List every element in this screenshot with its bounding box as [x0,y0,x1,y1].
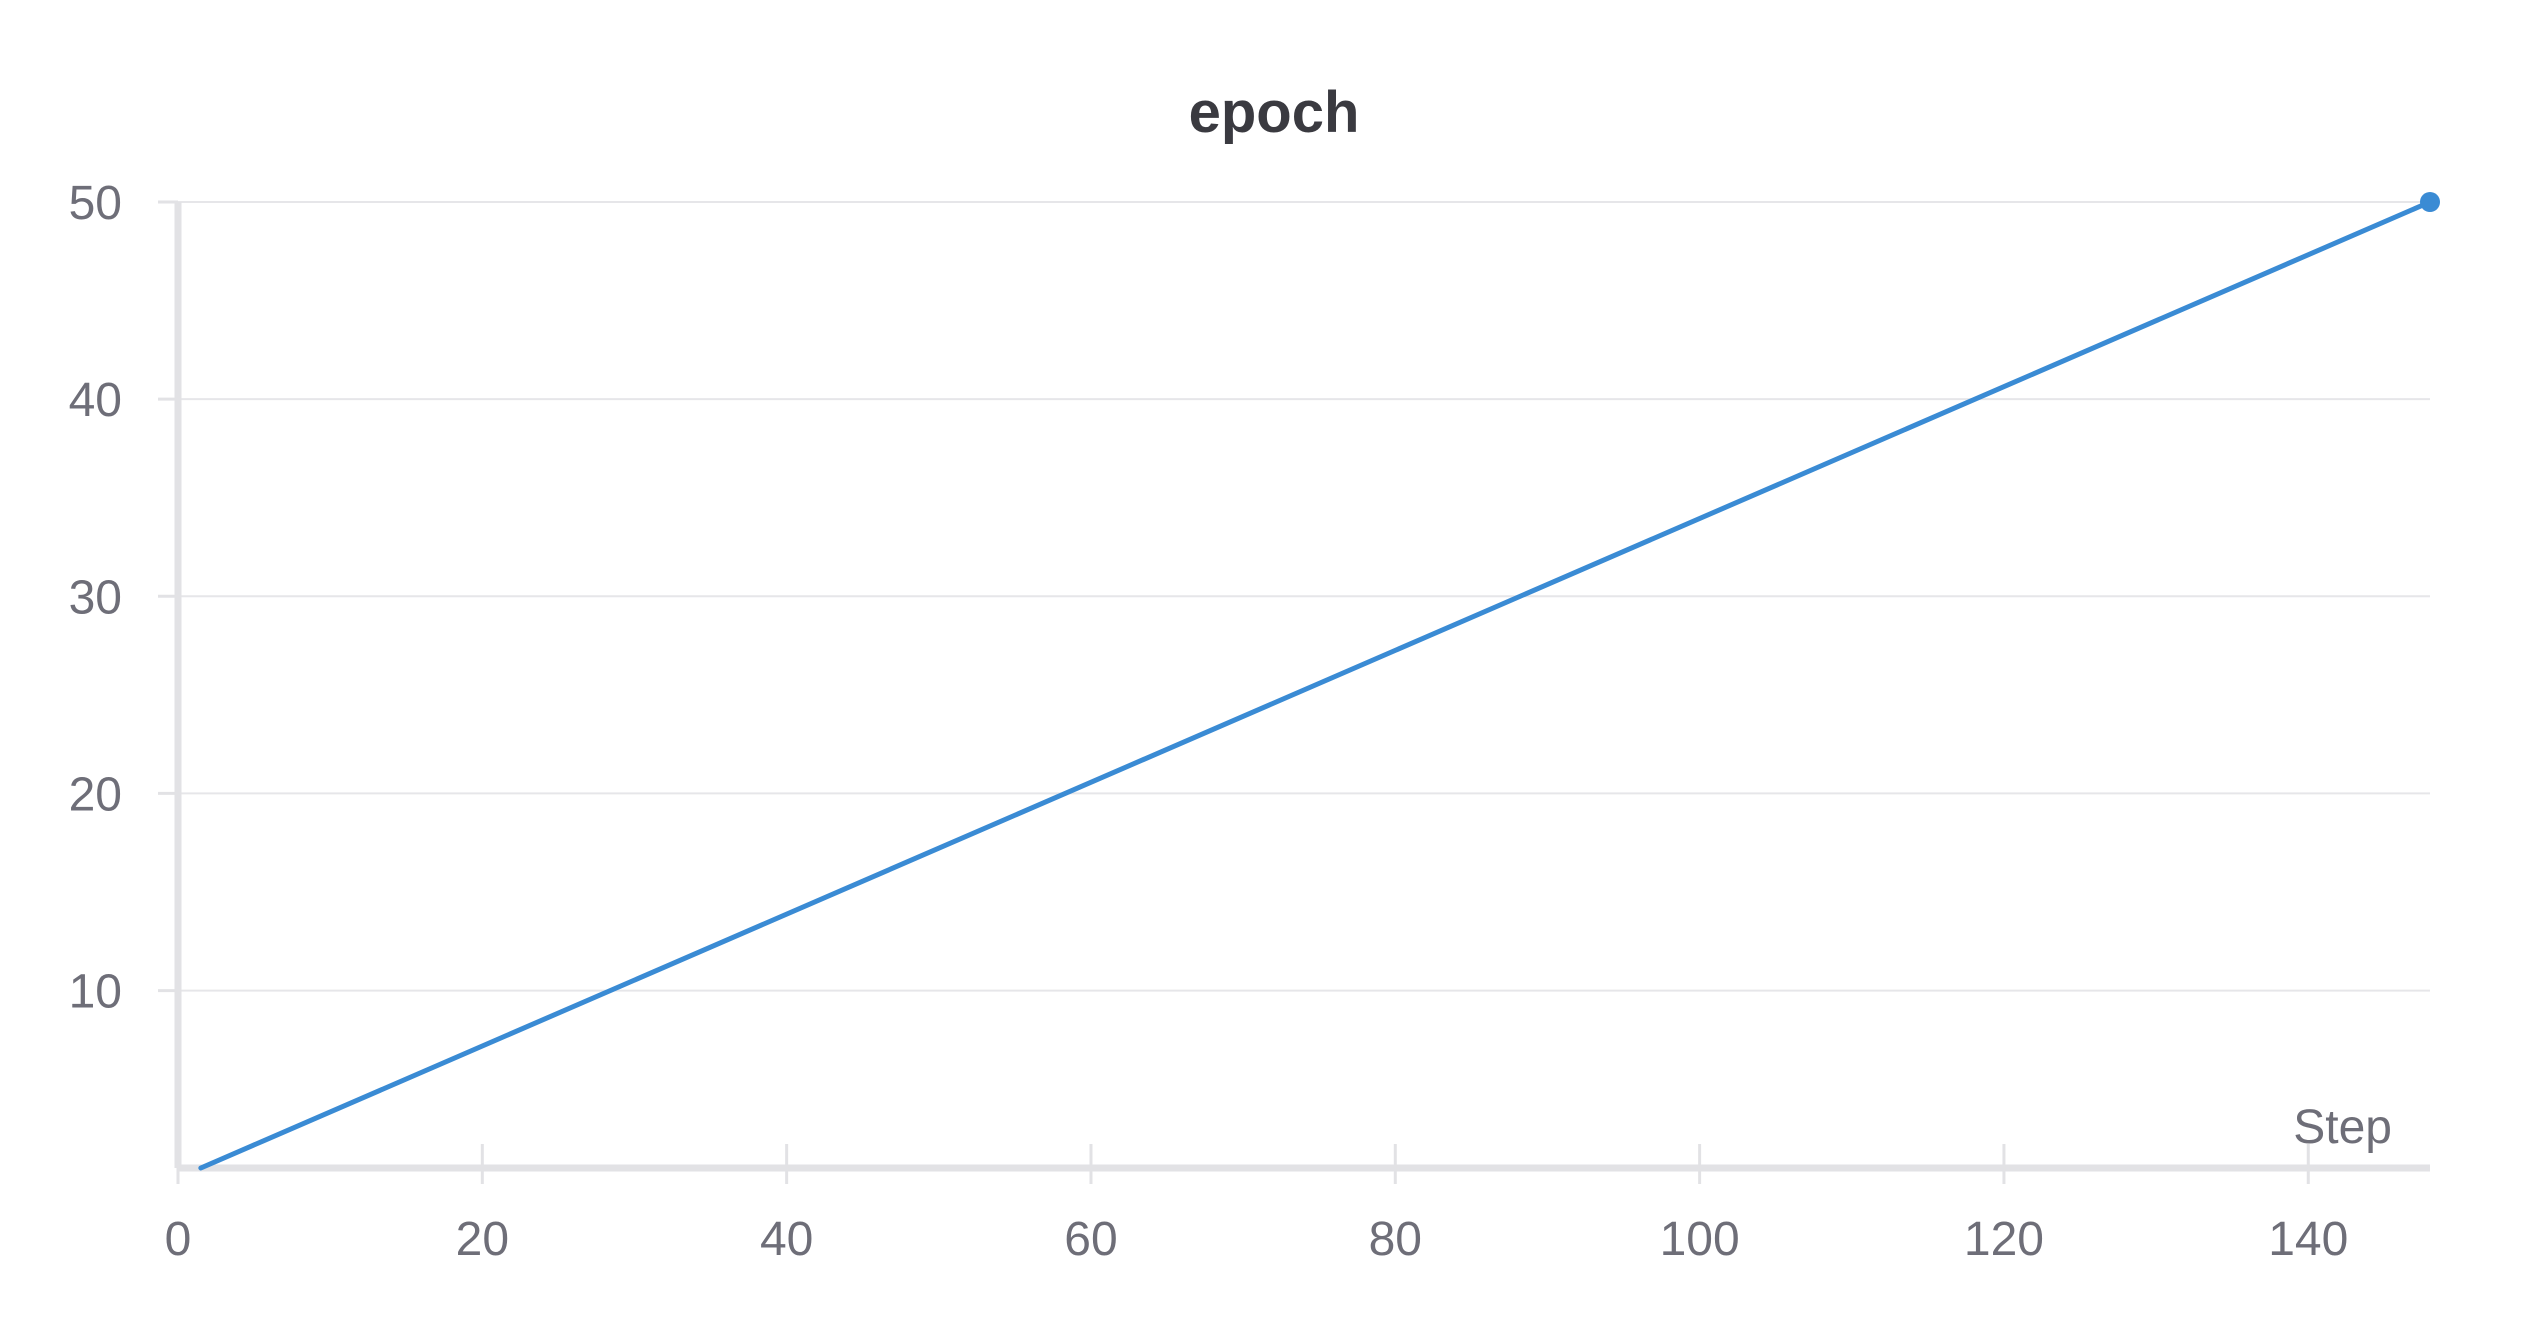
series-line [198,199,2433,1171]
series-layer [198,192,2440,1171]
x-tick-label: 20 [456,1213,509,1266]
x-tick-label: 120 [1964,1213,2044,1266]
chart-title: epoch [1189,80,1360,145]
x-tick-label: 140 [2268,1213,2348,1266]
x-tick-label: 0 [165,1213,192,1266]
y-tick-label: 10 [69,966,122,1019]
x-tick-label: 60 [1064,1213,1117,1266]
y-tick-label: 40 [69,374,122,427]
x-axis-label: Step [2293,1101,2392,1154]
x-tick-label: 80 [1369,1213,1422,1266]
series-end-point [2420,192,2440,212]
gridlines [178,201,2430,992]
y-tick-label: 20 [69,768,122,821]
y-tick-label: 50 [69,177,122,230]
x-tick-label: 40 [760,1213,813,1266]
y-tick-label: 30 [69,571,122,624]
axes [174,202,2430,1172]
x-tick-label: 100 [1660,1213,1740,1266]
x-axis-ticks: 0 20 40 60 80 100 120 140 [165,1144,2348,1266]
y-axis-ticks: 10 20 30 40 50 [69,177,178,1019]
